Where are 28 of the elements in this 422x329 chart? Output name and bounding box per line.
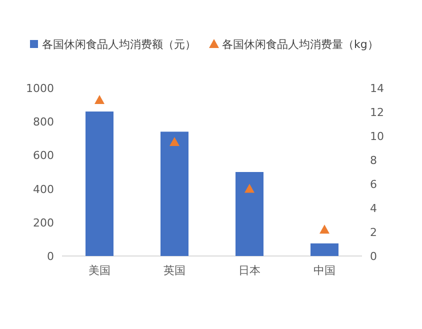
x-tick-label: 日本 (238, 264, 260, 277)
bar (86, 112, 114, 256)
point (320, 224, 330, 234)
y2-tick-label: 8 (370, 154, 377, 167)
y2-tick-label: 6 (370, 178, 377, 191)
y2-tick-label: 0 (370, 250, 377, 263)
y-tick-label: 200 (33, 216, 54, 230)
y2-tick-label: 12 (370, 106, 384, 119)
y2-tick-label: 4 (370, 202, 377, 215)
point (170, 137, 180, 146)
bar (236, 172, 264, 256)
y-tick-label: 600 (33, 149, 54, 162)
y-tick-label: 800 (33, 116, 54, 129)
bar (310, 243, 338, 256)
point (244, 184, 254, 193)
legend-label: 各国休闲食品人均消费额（元） (42, 38, 196, 51)
point (94, 95, 104, 104)
y2-tick-label: 14 (370, 82, 384, 95)
x-tick-label: 英国 (164, 264, 186, 277)
y-tick-label: 1000 (26, 82, 54, 95)
y-tick-label: 0 (47, 250, 54, 263)
x-tick-label: 中国 (314, 264, 336, 277)
y2-tick-label: 2 (370, 226, 377, 239)
bar (160, 132, 188, 256)
x-tick-label: 美国 (88, 264, 110, 277)
y-tick-label: 400 (33, 182, 54, 196)
legend-label: 各国休闲食品人均消费量（kg） (222, 38, 378, 51)
y2-tick-label: 10 (370, 130, 384, 143)
